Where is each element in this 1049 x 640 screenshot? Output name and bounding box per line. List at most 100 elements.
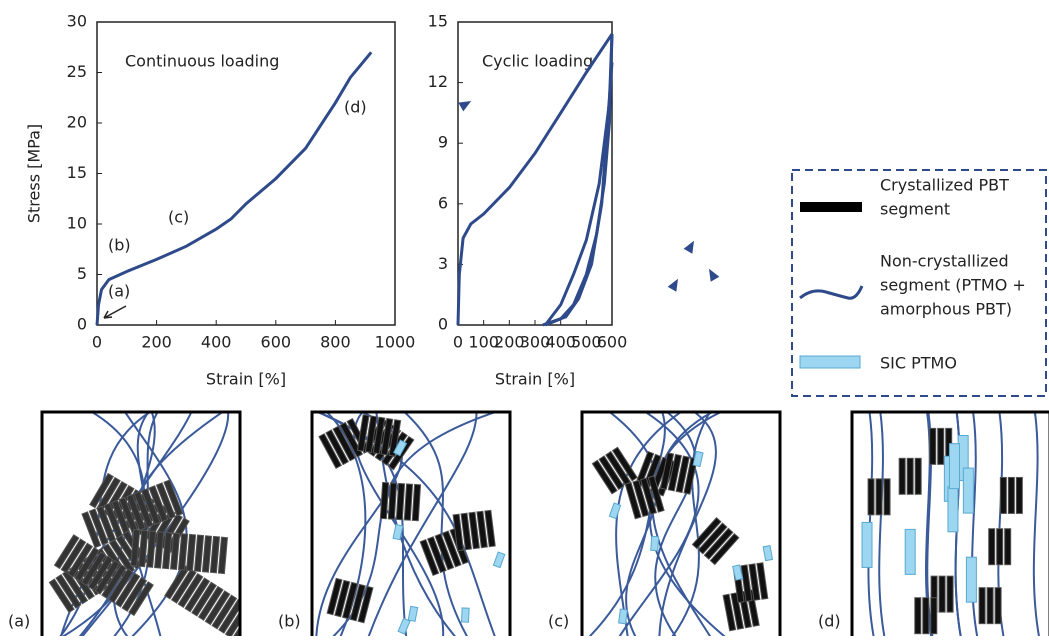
crystal — [659, 452, 675, 490]
schematic-content — [48, 412, 240, 640]
crystal — [148, 485, 169, 523]
crystal — [80, 551, 107, 587]
crystal — [640, 477, 658, 515]
crystal — [140, 488, 161, 526]
crystal — [703, 527, 734, 560]
crystal — [914, 597, 922, 635]
x-tick-label: 800 — [320, 333, 351, 352]
direction-arrow — [683, 240, 694, 254]
chain — [402, 412, 470, 640]
y-tick-label: 20 — [67, 113, 87, 132]
crystal — [1007, 476, 1015, 514]
crystal — [906, 457, 914, 495]
crystal — [598, 455, 625, 491]
x-tick-label: 0 — [453, 333, 463, 352]
crystal — [163, 479, 184, 517]
legend-label: Non-crystallized — [880, 252, 1009, 271]
x-tick-label: 600 — [597, 333, 628, 352]
crystal — [87, 555, 114, 591]
crystal — [388, 419, 402, 457]
crystal — [996, 528, 1004, 566]
chain — [658, 412, 717, 640]
x-tick-label: 500 — [571, 333, 602, 352]
x-tick-label: 200 — [494, 333, 525, 352]
crystal-stack — [591, 446, 638, 495]
y-tick-label: 0 — [438, 315, 448, 334]
crystal — [756, 562, 769, 600]
crystal — [184, 577, 211, 613]
crystal — [922, 597, 930, 635]
sic-ptmo — [393, 439, 408, 457]
annotation-arrow — [103, 305, 127, 319]
sic-ptmo — [492, 551, 506, 569]
sic-ptmo — [392, 523, 404, 541]
crystal — [138, 529, 149, 568]
crystal — [126, 493, 146, 531]
annotation: (c) — [168, 208, 189, 227]
sic-ptmo — [762, 545, 774, 562]
crystal — [978, 587, 986, 625]
x-tick-label: 600 — [261, 333, 292, 352]
crystal — [341, 581, 359, 620]
sic-ptmo — [618, 608, 628, 625]
crystal — [411, 483, 422, 522]
legend-label: Crystallized PBT — [880, 176, 1009, 195]
data-line — [95, 51, 373, 326]
y-tick-label: 30 — [67, 12, 87, 31]
crystal — [930, 597, 938, 635]
crystal — [403, 483, 414, 521]
x-axis-label: Strain [%] — [206, 370, 286, 389]
crystal — [94, 559, 121, 595]
crystal — [427, 536, 447, 574]
y-tick-label: 0 — [77, 315, 87, 334]
legend-box — [791, 169, 1047, 397]
crystal-stack — [356, 414, 402, 457]
crystal — [591, 459, 618, 495]
chain — [971, 412, 979, 640]
crystal-stack — [988, 528, 1012, 566]
x-tick-label: 300 — [520, 333, 551, 352]
crystal — [476, 510, 488, 549]
panel-label: (d) — [818, 612, 841, 631]
sic-ptmo — [460, 607, 470, 623]
crystal — [334, 579, 351, 618]
y-tick-label: 10 — [67, 214, 87, 233]
panel-label: (c) — [548, 612, 569, 631]
crystal — [55, 573, 82, 609]
chain — [1032, 412, 1041, 640]
legend-label: segment (PTMO + — [880, 276, 1026, 295]
crystal-stack — [659, 452, 698, 495]
crystal — [130, 529, 141, 567]
crystal — [339, 421, 364, 458]
crystal — [675, 455, 690, 494]
crystal — [929, 427, 937, 465]
crystal — [452, 513, 465, 552]
crystal — [154, 531, 165, 569]
y-tick-label: 25 — [67, 62, 87, 81]
crystal — [53, 534, 80, 570]
data-line — [542, 62, 614, 327]
sic-ptmo — [608, 502, 622, 520]
crystal — [722, 593, 737, 632]
crystal — [419, 538, 440, 577]
panel-frame — [850, 410, 1049, 640]
crystal — [914, 457, 922, 495]
crystal-stack — [53, 534, 154, 617]
direction-arrow — [667, 278, 678, 292]
crystal — [1015, 476, 1023, 514]
y-tick-label: 3 — [438, 254, 448, 273]
crystal — [441, 530, 462, 568]
crystal — [178, 533, 189, 571]
legend-label: amorphous PBT) — [880, 300, 1012, 319]
crystal — [730, 592, 745, 630]
crystal — [898, 457, 906, 495]
crystal — [999, 476, 1007, 514]
crystal — [946, 575, 954, 613]
x-tick-label: 200 — [141, 333, 172, 352]
sic-ptmo — [732, 564, 744, 581]
x-tick-label: 100 — [468, 333, 499, 352]
y-tick-label: 6 — [438, 193, 448, 212]
legend-label: segment — [880, 200, 950, 219]
crystal — [748, 563, 761, 601]
